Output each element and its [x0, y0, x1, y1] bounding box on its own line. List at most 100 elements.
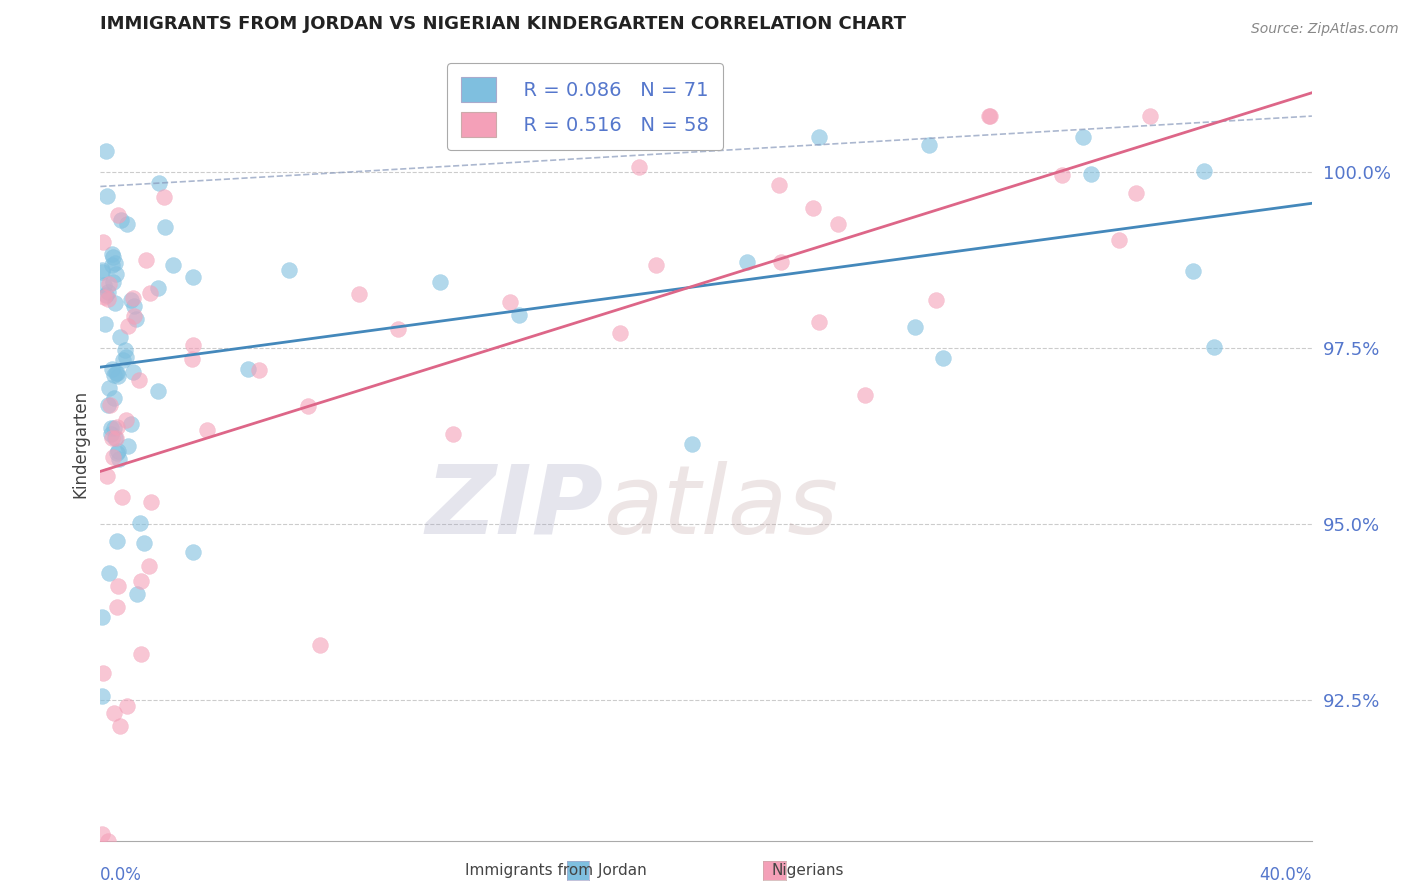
Point — [100, 421, 122, 435]
Point — [107, 208, 129, 222]
Point — [120, 293, 142, 307]
Point — [135, 252, 157, 267]
Point — [195, 423, 218, 437]
Point — [94, 145, 117, 159]
Point — [918, 138, 941, 153]
Point — [122, 291, 145, 305]
Point — [146, 281, 169, 295]
Point — [278, 262, 301, 277]
Point — [114, 343, 136, 357]
Point — [1139, 109, 1161, 123]
Point — [111, 353, 134, 368]
Point — [100, 427, 122, 442]
Point — [121, 417, 143, 431]
Point — [1108, 233, 1130, 247]
Point — [162, 258, 184, 272]
Text: Source: ZipAtlas.com: Source: ZipAtlas.com — [1251, 22, 1399, 37]
Point — [808, 130, 831, 145]
Text: 0.0%: 0.0% — [100, 866, 142, 884]
Point — [932, 351, 955, 366]
Point — [977, 109, 1000, 123]
Point — [139, 286, 162, 301]
Point — [117, 439, 139, 453]
Point — [1052, 168, 1074, 182]
Point — [499, 295, 522, 310]
Point — [236, 362, 259, 376]
Point — [107, 579, 129, 593]
Point — [129, 574, 152, 589]
Point — [180, 352, 202, 367]
Point — [853, 388, 876, 402]
Point — [297, 399, 319, 413]
Text: Nigerians: Nigerians — [770, 863, 844, 878]
Point — [103, 276, 125, 290]
Point — [181, 545, 204, 559]
Point — [628, 160, 651, 174]
Point — [103, 706, 125, 720]
Point — [101, 450, 124, 464]
Point — [115, 217, 138, 231]
Point — [107, 444, 129, 458]
Point — [103, 391, 125, 405]
Point — [91, 609, 114, 624]
Point — [129, 647, 152, 661]
Point — [96, 287, 118, 301]
Point — [134, 536, 156, 550]
Point — [1204, 340, 1226, 354]
Point — [110, 213, 132, 227]
Point — [904, 319, 927, 334]
Point — [91, 666, 114, 681]
Point — [101, 258, 124, 272]
Point — [1071, 130, 1094, 145]
Point — [101, 431, 124, 445]
Point — [125, 312, 148, 326]
Point — [122, 300, 145, 314]
Point — [105, 366, 128, 380]
Point — [104, 255, 127, 269]
Point — [247, 363, 270, 377]
Point — [181, 269, 204, 284]
Point — [91, 689, 114, 703]
Point — [105, 268, 128, 282]
Point — [104, 366, 127, 380]
Point — [1125, 186, 1147, 200]
Text: ZIP: ZIP — [425, 460, 603, 554]
Point — [103, 368, 125, 382]
Point — [93, 278, 115, 293]
Point — [148, 176, 170, 190]
Point — [100, 362, 122, 376]
Point — [98, 398, 121, 412]
Point — [108, 329, 131, 343]
Point — [93, 290, 115, 304]
Y-axis label: Kindergarten: Kindergarten — [72, 390, 89, 498]
Point — [441, 427, 464, 442]
Point — [105, 599, 128, 614]
Legend:   R = 0.086   N = 71,   R = 0.516   N = 58: R = 0.086 N = 71, R = 0.516 N = 58 — [447, 63, 723, 150]
Point — [100, 246, 122, 260]
Text: Immigrants from Jordan: Immigrants from Jordan — [465, 863, 647, 878]
Point — [105, 446, 128, 460]
Text: atlas: atlas — [603, 460, 838, 554]
Point — [108, 719, 131, 733]
Point — [148, 384, 170, 398]
Point — [97, 293, 120, 307]
Point — [103, 421, 125, 435]
Point — [128, 373, 150, 387]
Point — [735, 255, 758, 269]
Point — [98, 381, 121, 395]
Point — [609, 326, 631, 340]
Point — [115, 698, 138, 713]
Point — [768, 178, 790, 192]
Point — [770, 255, 793, 269]
Point — [97, 398, 120, 412]
Point — [681, 437, 703, 451]
Point — [128, 516, 150, 530]
Point — [801, 202, 824, 216]
Point — [125, 587, 148, 601]
Point — [105, 431, 128, 445]
Point — [90, 827, 112, 841]
Point — [979, 109, 1001, 123]
Point — [1080, 167, 1102, 181]
Point — [107, 369, 129, 384]
Text: 40.0%: 40.0% — [1260, 866, 1312, 884]
